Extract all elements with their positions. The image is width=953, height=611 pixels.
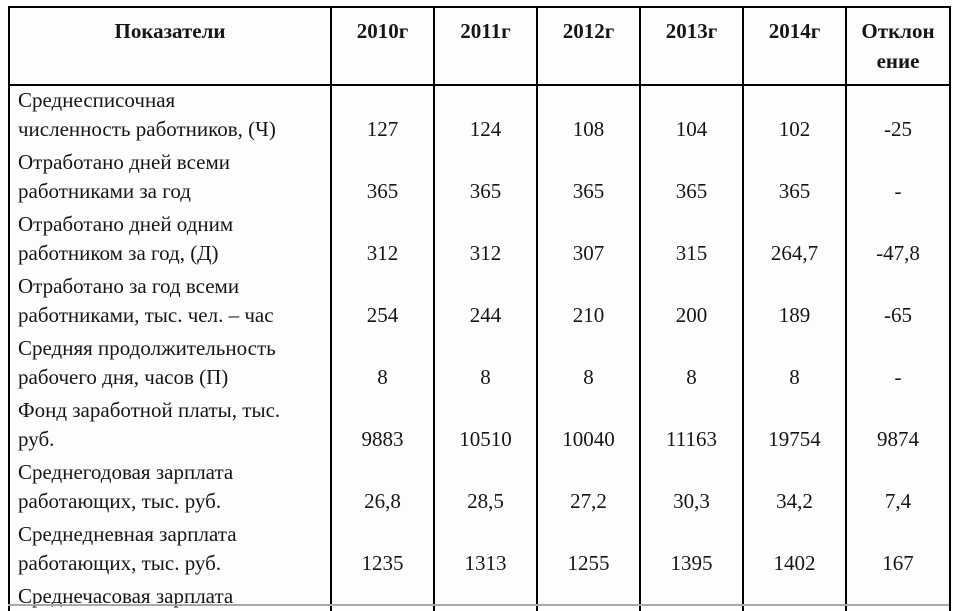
cell-value: 124: [433, 85, 538, 148]
table-row: Среднесписочная численность работников, …: [8, 85, 951, 148]
cell-value: 19754: [742, 396, 847, 458]
row-label: Отработано дней всеми работниками за год: [8, 148, 332, 210]
cell-value: 365: [742, 148, 847, 210]
cell-value: 9874: [845, 396, 951, 458]
table-row: Отработано дней всеми работниками за год…: [8, 148, 951, 210]
cell-value: 55,8: [639, 582, 744, 611]
cell-value: 22,4: [845, 582, 951, 611]
column-header-indicators: Показатели: [8, 7, 332, 86]
row-label: Отработано дней одним работником за год,…: [8, 210, 332, 272]
cell-value: 244: [433, 272, 538, 334]
column-header-2012: 2012г: [536, 7, 641, 86]
cell-value: -47,8: [845, 210, 951, 272]
indicators-table: Показатели 2010г 2011г 2012г 2013г 2014г…: [8, 6, 951, 611]
table-row: Средняя продолжительность рабочего дня, …: [8, 334, 951, 396]
cell-value: 307: [536, 210, 641, 272]
cell-value: 27,2: [536, 458, 641, 520]
column-header-2013: 2013г: [639, 7, 744, 86]
column-header-2010: 2010г: [330, 7, 435, 86]
column-header-deviation: Отклон ение: [845, 7, 951, 86]
table-row: Отработано за год всеми работниками, тыс…: [8, 272, 951, 334]
cell-value: 167: [845, 520, 951, 582]
table-row: Фонд заработной платы, тыс. руб. 9883 10…: [8, 396, 951, 458]
row-label: Средняя продолжительность рабочего дня, …: [8, 334, 332, 396]
row-label: Среднегодовая зарплата работающих, тыс. …: [8, 458, 332, 520]
cell-value: 8: [330, 334, 435, 396]
cell-value: 315: [639, 210, 744, 272]
cell-value: 365: [536, 148, 641, 210]
cell-value: 365: [433, 148, 538, 210]
cell-value: 43,0: [433, 582, 538, 611]
cell-value: 1313: [433, 520, 538, 582]
cell-value: 365: [639, 148, 744, 210]
row-label: Среднедневная зарплата работающих, тыс. …: [8, 520, 332, 582]
column-header-2011: 2011г: [433, 7, 538, 86]
cell-value: 102: [742, 85, 847, 148]
cell-value: 1402: [742, 520, 847, 582]
cell-value: 28,5: [433, 458, 538, 520]
cell-value: 8: [433, 334, 538, 396]
cell-value: 8: [742, 334, 847, 396]
cell-value: 1235: [330, 520, 435, 582]
cell-value: -65: [845, 272, 951, 334]
row-label: Фонд заработной платы, тыс. руб.: [8, 396, 332, 458]
row-label: Среднесписочная численность работников, …: [8, 85, 332, 148]
table-row: Среднедневная зарплата работающих, тыс. …: [8, 520, 951, 582]
table-header-row: Показатели 2010г 2011г 2012г 2013г 2014г…: [8, 7, 951, 86]
cell-value: 264,7: [742, 210, 847, 272]
cell-value: 108: [536, 85, 641, 148]
cell-value: 8: [536, 334, 641, 396]
cell-value: 8: [639, 334, 744, 396]
cell-value: 104: [639, 85, 744, 148]
cell-value: 312: [330, 210, 435, 272]
cell-value: 30,3: [639, 458, 744, 520]
cell-value: 200: [639, 272, 744, 334]
cell-value: 127: [330, 85, 435, 148]
table-row: Среднегодовая зарплата работающих, тыс. …: [8, 458, 951, 520]
cell-value: 1395: [639, 520, 744, 582]
cell-value: -: [845, 148, 951, 210]
cell-value: 7,4: [845, 458, 951, 520]
cell-value: 10510: [433, 396, 538, 458]
cell-value: 34,2: [742, 458, 847, 520]
table-row: Отработано дней одним работником за год,…: [8, 210, 951, 272]
table-bottom-rule: [8, 604, 949, 606]
cell-value: 10040: [536, 396, 641, 458]
column-header-2014: 2014г: [742, 7, 847, 86]
cell-value: 365: [330, 148, 435, 210]
cell-value: -: [845, 334, 951, 396]
cell-value: 11163: [639, 396, 744, 458]
cell-value: 26,8: [330, 458, 435, 520]
cell-value: 254: [330, 272, 435, 334]
cell-value: 9883: [330, 396, 435, 458]
cell-value: 47,8: [536, 582, 641, 611]
cell-value: 1255: [536, 520, 641, 582]
table-row: Среднечасовая зарплата работающих, тыс. …: [8, 582, 951, 611]
cell-value: 189: [742, 272, 847, 334]
cell-value: 61,3: [742, 582, 847, 611]
row-label: Среднечасовая зарплата работающих, тыс. …: [8, 582, 332, 611]
cell-value: 312: [433, 210, 538, 272]
row-label: Отработано за год всеми работниками, тыс…: [8, 272, 332, 334]
cell-value: 38,9: [330, 582, 435, 611]
cell-value: -25: [845, 85, 951, 148]
cell-value: 210: [536, 272, 641, 334]
